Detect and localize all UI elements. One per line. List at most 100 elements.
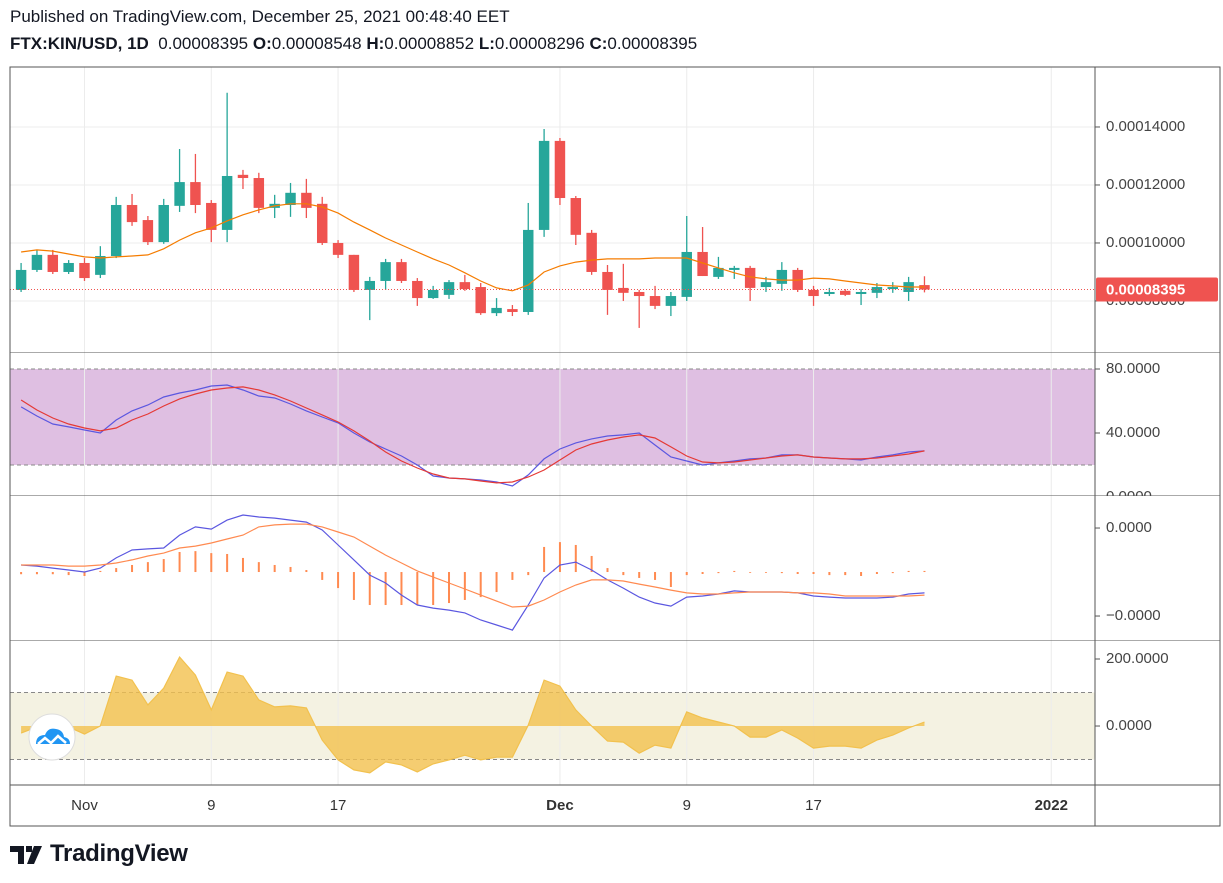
tv-badge [28,713,76,761]
candle-body [190,182,201,205]
moving-average [21,203,925,292]
histogram-bar [416,572,419,606]
histogram-bar [273,564,276,573]
histogram-bar [35,572,38,575]
y-tick-label: 0.0000 [1106,717,1152,734]
candle-body [570,198,582,235]
histogram-bar [796,572,799,574]
candle-body [126,204,138,223]
candle-body [332,242,344,255]
ohlc-label: C: [589,34,608,53]
candle-body [554,140,566,199]
area-line [20,655,925,774]
histogram-bar [20,572,23,575]
histogram-bar [115,568,118,573]
candle-body [206,202,217,230]
histogram-bar [511,572,514,580]
histogram-bar [83,572,86,576]
histogram-bar [194,551,197,573]
candle-body [31,254,43,270]
candle-body [348,254,360,290]
histogram-bar [764,572,767,573]
histogram-bar [432,572,435,606]
ohlc-label: O: [252,34,272,53]
panel-background [10,496,1220,641]
candle-body [507,309,518,312]
symbol-line: FTX:KIN/USD, 1D 0.00008395 O:0.00008548 … [10,34,697,54]
badge-wave [37,734,67,745]
candle-body [253,178,265,208]
candle-body [855,291,867,295]
histogram-bar [638,572,641,578]
histogram-bar [733,570,736,573]
histogram-bar [844,572,847,576]
candle-body [158,204,169,243]
histogram-bar [257,562,260,573]
histogram-bar [67,572,70,576]
y-tick-label: 200.0000 [1106,650,1169,667]
y-tick-label: −0.0000 [1106,607,1161,624]
candle-body [713,267,724,277]
candle-body [871,287,883,293]
x-tick-label: 17 [805,797,822,814]
histogram-bar [654,572,657,580]
histogram-bar [812,572,815,574]
x-tick-label: Nov [71,797,98,814]
ohlc-label: L: [478,34,495,53]
band-fill [10,369,1095,465]
candle-body [47,254,59,272]
histogram-bar [780,572,783,574]
candle-body [586,232,597,272]
histogram-bar [479,572,482,598]
histogram-bar [337,572,340,589]
indicator-line [21,523,925,608]
last-price-box [1096,277,1218,302]
histogram-bar [131,564,134,573]
candle-body [475,287,486,314]
x-tick-label: 2022 [1035,797,1068,814]
candle-body [633,291,645,297]
y-tick-label: 80.0000 [1106,360,1160,377]
candle-body [523,229,534,312]
candle-body [237,174,249,179]
chart-border [9,66,1221,827]
candle-body [808,289,819,297]
candle-body [63,262,74,272]
candle-body [744,267,756,288]
candle-body [443,282,455,295]
histogram-bar [875,572,878,574]
candle-body [697,251,708,277]
histogram-bar [400,572,403,606]
candle-body [729,267,740,270]
candle-body [602,271,613,290]
brand-logo [10,846,42,864]
histogram-bar [99,570,102,573]
histogram-bar [828,572,831,576]
histogram-bar [241,557,244,573]
candle-body [174,182,185,206]
candle-body [839,290,851,295]
histogram-bar [749,572,752,573]
histogram-bar [226,553,229,573]
histogram-bar [178,552,181,573]
histogram-bar [860,572,863,576]
logo-glyph [10,846,42,864]
histogram-bar [305,570,308,573]
y-tick-label: 40.0000 [1106,424,1160,441]
histogram-bar [717,572,720,574]
last-price-label: 0.00008395 [1106,281,1185,298]
histogram-bar [352,572,355,600]
candle-body [95,256,106,275]
candle-body [316,203,328,243]
candle-body [491,307,502,314]
histogram-bar [685,572,688,576]
y-tick-label: 0.0000 [1106,519,1152,536]
histogram-bar [891,572,894,574]
ohlc-value: 0.00008852 [384,34,475,53]
area-fill [21,657,925,773]
histogram-bar [289,566,292,573]
histogram-bar [622,572,625,576]
candle-body [649,296,661,306]
candle-body [538,140,550,230]
